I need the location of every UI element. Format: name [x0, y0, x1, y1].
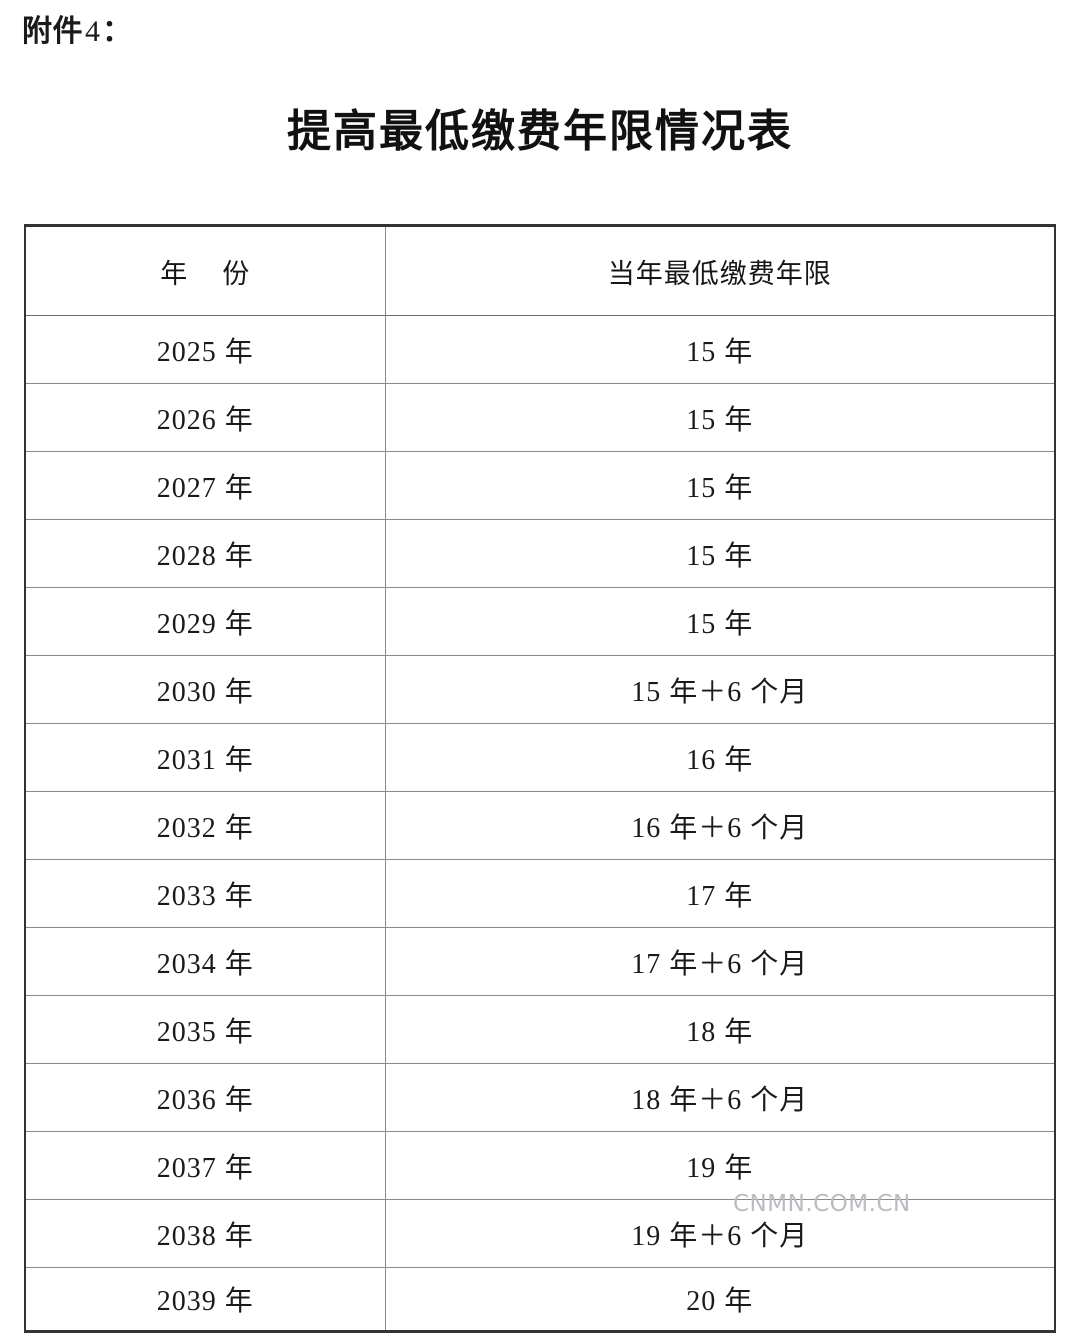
page-title: 提高最低缴费年限情况表 — [287, 106, 793, 157]
table-row: 2037 年 19 年 — [25, 1131, 1055, 1200]
column-header-minimum: 当年最低缴费年限 — [385, 225, 1055, 316]
cell-minimum-years: 19 年＋6 个月 — [385, 1199, 1055, 1268]
column-header-year-a: 年 — [160, 258, 189, 290]
table-row: 2039 年 20 年 — [25, 1267, 1055, 1332]
cell-minimum-years: 16 年＋6 个月 — [385, 791, 1055, 860]
cell-year: 2031 年 — [25, 723, 386, 792]
cell-minimum-years: 18 年＋6 个月 — [385, 1063, 1055, 1132]
cell-minimum-years: 15 年 — [385, 519, 1055, 588]
cell-minimum-years: 18 年 — [385, 995, 1055, 1064]
cell-year: 2035 年 — [25, 995, 386, 1064]
cell-minimum-years: 17 年 — [385, 859, 1055, 928]
cell-minimum-years: 15 年＋6 个月 — [385, 655, 1055, 724]
minimum-contribution-years-table: 年份 当年最低缴费年限 2025 年 15 年 2026 年 15 年 2027 年 15… — [24, 224, 1056, 1333]
table-row: 2025 年 15 年 — [25, 315, 1055, 384]
cell-minimum-years: 16 年 — [385, 723, 1055, 792]
cell-year: 2025 年 — [25, 315, 386, 384]
table-row: 2029 年 15 年 — [25, 587, 1055, 656]
table-row: 2035 年 18 年 — [25, 995, 1055, 1064]
cell-minimum-years: 15 年 — [385, 587, 1055, 656]
table-container: 年份 当年最低缴费年限 2025 年 15 年 2026 年 15 年 2027 年 15… — [24, 224, 1056, 1333]
cell-year: 2037 年 — [25, 1131, 386, 1200]
column-header-year: 年份 — [25, 225, 386, 316]
cell-minimum-years: 15 年 — [385, 451, 1055, 520]
table-row: 2026 年 15 年 — [25, 383, 1055, 452]
cell-year: 2036 年 — [25, 1063, 386, 1132]
table-row: 2038 年 19 年＋6 个月 — [25, 1199, 1055, 1268]
cell-year: 2034 年 — [25, 927, 386, 996]
table-body: 2025 年 15 年 2026 年 15 年 2027 年 15 年 2028 年 15 年… — [25, 315, 1055, 1332]
cell-minimum-years: 19 年 — [385, 1131, 1055, 1200]
table-header-row: 年份 当年最低缴费年限 — [25, 225, 1055, 316]
cell-minimum-years: 17 年＋6 个月 — [385, 927, 1055, 996]
table-row: 2031 年 16 年 — [25, 723, 1055, 792]
cell-minimum-years: 15 年 — [385, 383, 1055, 452]
cell-year: 2038 年 — [25, 1199, 386, 1268]
cell-year: 2030 年 — [25, 655, 386, 724]
table-row: 2032 年 16 年＋6 个月 — [25, 791, 1055, 860]
cell-year: 2028 年 — [25, 519, 386, 588]
cell-minimum-years: 15 年 — [385, 315, 1055, 384]
table-row: 2036 年 18 年＋6 个月 — [25, 1063, 1055, 1132]
cell-year: 2029 年 — [25, 587, 386, 656]
cell-year: 2033 年 — [25, 859, 386, 928]
attachment-label: 附件4： — [22, 14, 132, 50]
attachment-label-prefix: 附件 — [22, 14, 83, 49]
table-row: 2033 年 17 年 — [25, 859, 1055, 928]
table-row: 2028 年 15 年 — [25, 519, 1055, 588]
column-header-year-b: 份 — [222, 258, 251, 290]
table-header: 年份 当年最低缴费年限 — [25, 225, 1055, 316]
cell-year: 2032 年 — [25, 791, 386, 860]
table-row: 2034 年 17 年＋6 个月 — [25, 927, 1055, 996]
cell-year: 2039 年 — [25, 1267, 386, 1332]
cell-minimum-years: 20 年 — [686, 1286, 754, 1317]
cell-year: 2026 年 — [25, 383, 386, 452]
table-row: 2027 年 15 年 — [25, 451, 1055, 520]
table-row: 2030 年 15 年＋6 个月 — [25, 655, 1055, 724]
cell-year: 2027 年 — [25, 451, 386, 520]
attachment-label-colon: ： — [102, 14, 132, 49]
attachment-label-number: 4 — [85, 15, 100, 48]
